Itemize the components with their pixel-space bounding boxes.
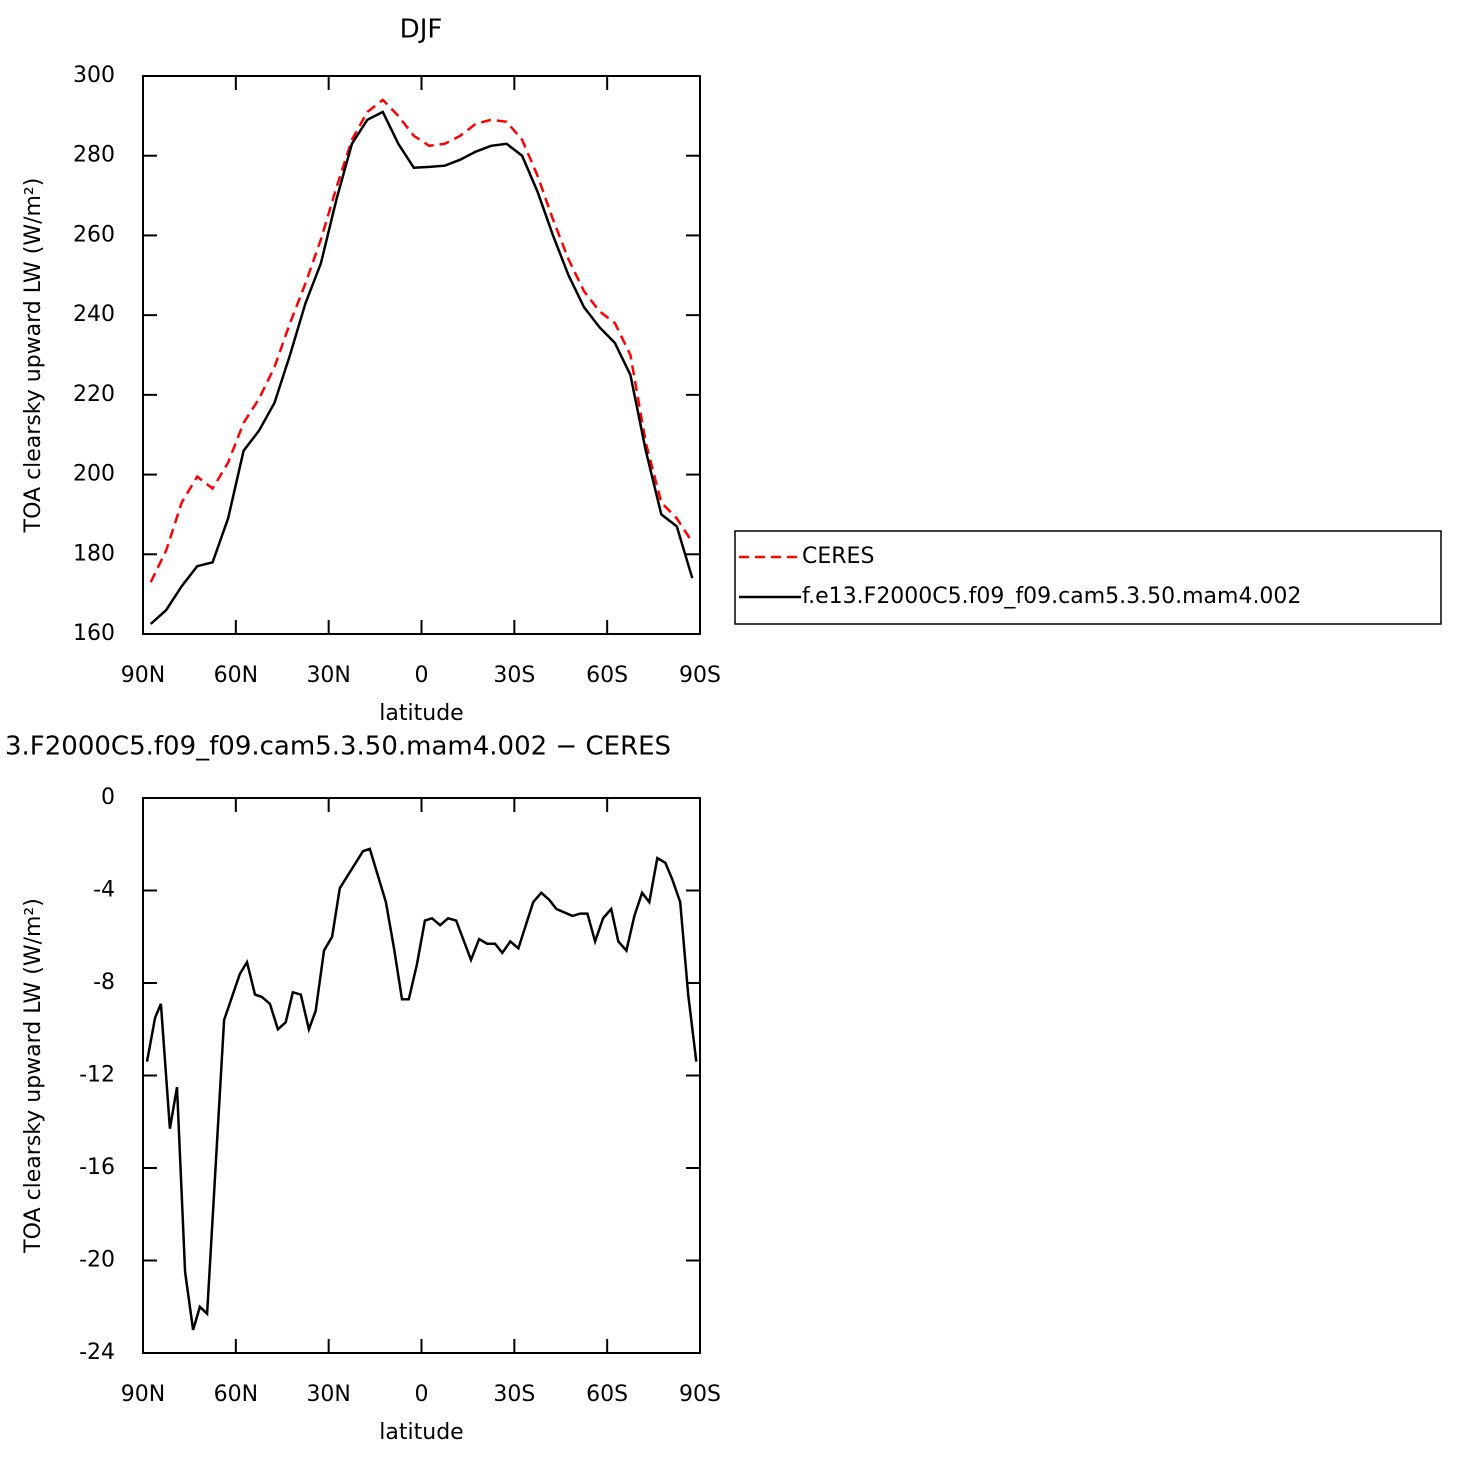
y-tick-label: 260 [73, 222, 115, 247]
legend-label: f.e13.F2000C5.f09_f09.cam5.3.50.mam4.002 [802, 584, 1301, 609]
legend-label: CERES [802, 544, 874, 569]
x-tick-label: 60S [586, 663, 628, 688]
y-tick-label: 240 [73, 302, 115, 327]
x-tick-label: 90N [121, 663, 165, 688]
x-tick-label: 60S [586, 1382, 628, 1407]
legend-box [734, 530, 1442, 625]
x-tick-label: 60N [214, 1382, 258, 1407]
x-tick-label: 90S [679, 663, 721, 688]
x-tick-label: 30N [306, 663, 350, 688]
y-tick-label: 220 [73, 382, 115, 407]
y-tick-label: -4 [93, 878, 115, 903]
y-tick-label: 280 [73, 143, 115, 168]
y-tick-label: -20 [79, 1248, 115, 1273]
x-tick-label: 90S [679, 1382, 721, 1407]
chart-title: 3.F2000C5.f09_f09.cam5.3.50.mam4.002 − C… [5, 732, 671, 762]
x-axis-label: latitude [379, 701, 463, 726]
y-tick-label: 160 [73, 621, 115, 646]
data-line [149, 98, 694, 583]
x-axis-label: latitude [379, 1420, 463, 1445]
data-line [145, 847, 698, 1331]
plot-frame [142, 797, 701, 1354]
x-tick-label: 0 [415, 1382, 429, 1407]
y-tick-label: 0 [101, 785, 115, 810]
x-tick-label: 0 [415, 663, 429, 688]
y-tick-label: 180 [73, 541, 115, 566]
y-tick-label: -16 [79, 1155, 115, 1180]
y-tick-label: -12 [79, 1063, 115, 1088]
x-tick-label: 60N [214, 663, 258, 688]
y-tick-label: 300 [73, 63, 115, 88]
y-tick-label: -8 [93, 970, 115, 995]
x-tick-label: 90N [121, 1382, 165, 1407]
y-tick-label: -24 [79, 1340, 115, 1365]
plot-frame [142, 75, 701, 635]
x-tick-label: 30S [493, 663, 535, 688]
chart-title: DJF [400, 15, 443, 45]
y-tick-label: 200 [73, 462, 115, 487]
y-axis-label: TOA clearsky upward LW (W/m²) [21, 178, 46, 534]
x-tick-label: 30N [306, 1382, 350, 1407]
y-axis-label: TOA clearsky upward LW (W/m²) [21, 898, 46, 1254]
x-tick-label: 30S [493, 1382, 535, 1407]
data-line [149, 110, 694, 625]
